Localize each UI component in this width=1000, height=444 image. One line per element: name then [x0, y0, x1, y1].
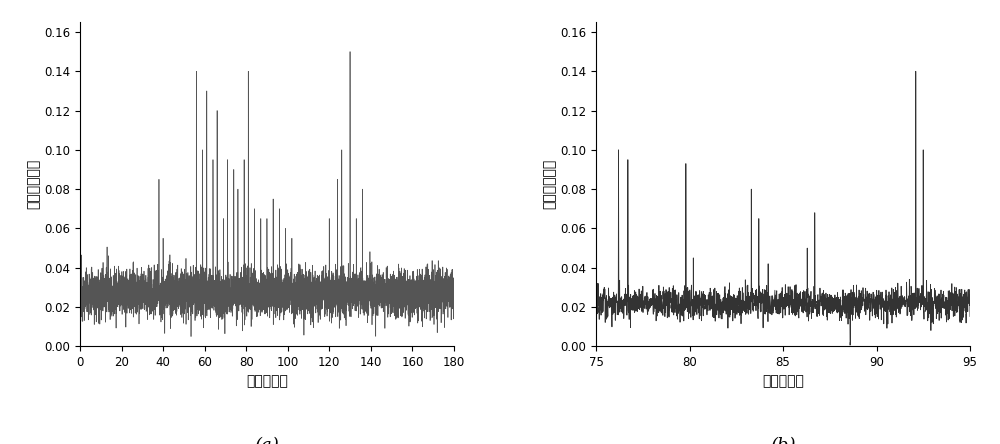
Y-axis label: 光声信号强度: 光声信号强度	[542, 159, 556, 210]
Text: (a): (a)	[255, 437, 279, 444]
X-axis label: 时间（秒）: 时间（秒）	[246, 375, 288, 388]
Text: (b): (b)	[770, 437, 796, 444]
X-axis label: 时间（秒）: 时间（秒）	[762, 375, 804, 388]
Y-axis label: 光声信号强度: 光声信号强度	[26, 159, 40, 210]
